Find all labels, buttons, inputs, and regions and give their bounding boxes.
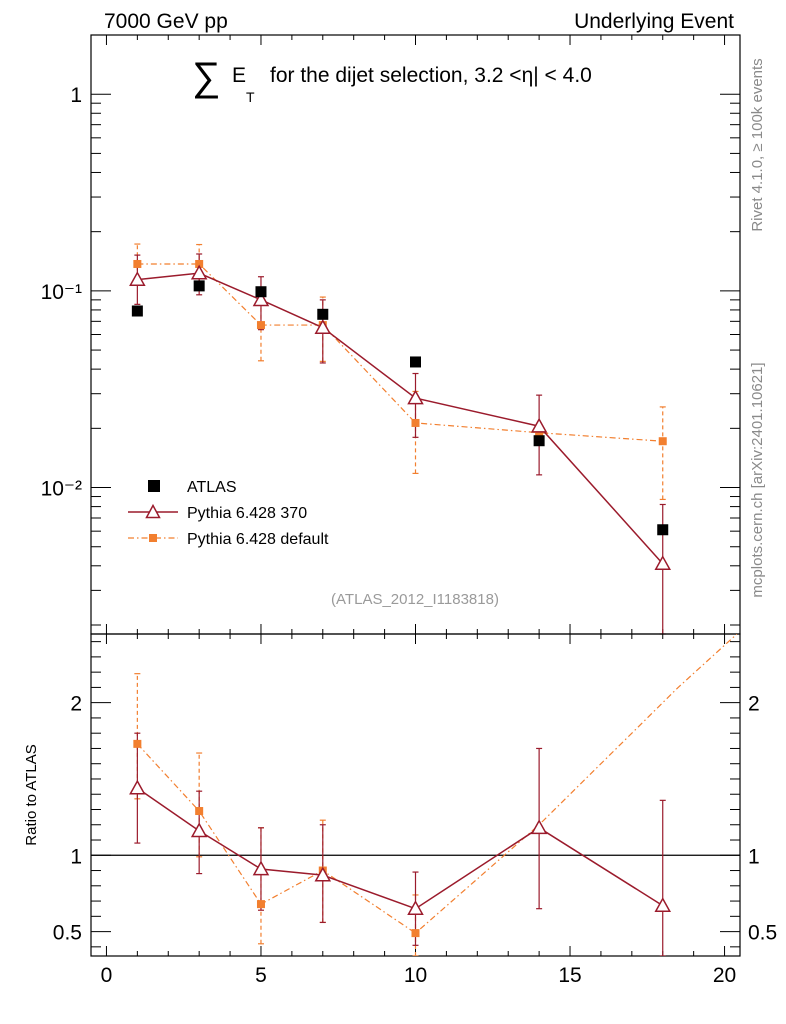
ratio-p370-point bbox=[314, 866, 332, 882]
x-tick-label: 5 bbox=[255, 964, 267, 987]
ratio-p370-point bbox=[190, 822, 208, 838]
ratio-p370-point bbox=[129, 779, 146, 795]
ratio-pdef-point bbox=[256, 900, 265, 909]
ratio-axis-ticks: 0 5 10 15 20 0.5 0.5 1 1 2 2 bbox=[53, 634, 777, 987]
ratio-y-tick-label-left: 2 bbox=[70, 693, 82, 716]
title-sum-symbol: ∑ bbox=[192, 55, 221, 99]
main-series bbox=[129, 243, 672, 635]
pdef-point bbox=[658, 437, 667, 446]
atlas-data-point bbox=[317, 308, 329, 320]
p370-point bbox=[190, 264, 208, 280]
title-rest: for the dijet selection, 3.2 <η| < 4.0 bbox=[270, 64, 592, 87]
side-text-bottom: mcplots.cern.ch [arXiv:2401.10621] bbox=[749, 362, 766, 597]
atlas-data-point bbox=[533, 435, 545, 447]
ratio-y-tick-label-right: 1 bbox=[748, 845, 760, 868]
ratio-line-pythia-370 bbox=[136, 787, 664, 910]
legend-marker-p370 bbox=[145, 503, 161, 519]
atlas-data-point bbox=[255, 286, 267, 298]
pdef-point bbox=[535, 428, 544, 437]
p370-point bbox=[530, 417, 548, 433]
ratio-y-tick-label-left: 0.5 bbox=[53, 922, 82, 945]
x-tick-label: 15 bbox=[558, 964, 581, 987]
main-y-tick-label: 1 bbox=[70, 84, 82, 107]
ratio-y-tick-label-right: 0.5 bbox=[748, 922, 777, 945]
ratio-y-tick-label-left: 1 bbox=[70, 845, 82, 868]
p370-point bbox=[314, 319, 332, 335]
ratio-pdef-point bbox=[195, 807, 204, 816]
main-y-tick-label: 10⁻² bbox=[41, 478, 82, 501]
ratio-ylabel: Ratio to ATLAS bbox=[23, 744, 40, 845]
p370-point bbox=[252, 291, 270, 307]
header-left: 7000 GeV pp bbox=[104, 10, 228, 33]
pdef-point bbox=[133, 259, 142, 268]
ratio-pdef-point bbox=[411, 929, 420, 938]
main-y-tick-label: 10⁻¹ bbox=[41, 281, 82, 304]
ratio-y-tick-label-right: 2 bbox=[748, 693, 760, 716]
atlas-data-point bbox=[410, 356, 421, 368]
ratio-p370-point bbox=[407, 900, 424, 916]
atlas-data-point bbox=[193, 280, 205, 292]
title-t-sub: T bbox=[246, 89, 255, 105]
ratio-series bbox=[91, 634, 740, 956]
legend-marker-pdef bbox=[149, 534, 157, 542]
ratio-p370-point bbox=[530, 819, 548, 835]
x-tick-label: 10 bbox=[404, 964, 427, 987]
title-e: E bbox=[232, 64, 246, 87]
ratio-p370-point bbox=[654, 897, 672, 912]
x-tick-label: 20 bbox=[713, 964, 736, 987]
main-axis-ticks: 1 10⁻¹ 10⁻² bbox=[41, 34, 740, 634]
ratio-line-pythia-default bbox=[136, 634, 738, 934]
p370-point bbox=[654, 555, 672, 571]
pdef-point bbox=[411, 418, 420, 427]
x-tick-label: 0 bbox=[101, 964, 113, 987]
atlas-data-point bbox=[131, 305, 143, 317]
ratio-series-clipped bbox=[129, 634, 738, 956]
legend-marker-atlas bbox=[148, 480, 160, 492]
legend-label-p370: Pythia 6.428 370 bbox=[187, 505, 307, 522]
p370-point bbox=[129, 271, 146, 287]
analysis-id: (ATLAS_2012_I1183818) bbox=[331, 591, 499, 608]
pdef-point bbox=[195, 259, 204, 268]
ratio-p370-point bbox=[252, 860, 270, 876]
ratio-pdef-point bbox=[133, 739, 142, 748]
pdef-point bbox=[256, 321, 265, 330]
legend-label-atlas: ATLAS bbox=[187, 479, 237, 496]
legend-label-pdef: Pythia 6.428 default bbox=[187, 531, 329, 548]
chart-title: ∑ E T for the dijet selection, 3.2 <η| <… bbox=[192, 55, 592, 105]
header-right: Underlying Event bbox=[574, 10, 734, 33]
legend: ATLAS Pythia 6.428 370 Pythia 6.428 defa… bbox=[128, 479, 329, 548]
series-line-pythia-default bbox=[137, 263, 663, 442]
atlas-data-point bbox=[657, 524, 669, 536]
side-text-top: Rivet 4.1.0, ≥ 100k events bbox=[749, 58, 766, 231]
p370-point bbox=[407, 389, 424, 405]
